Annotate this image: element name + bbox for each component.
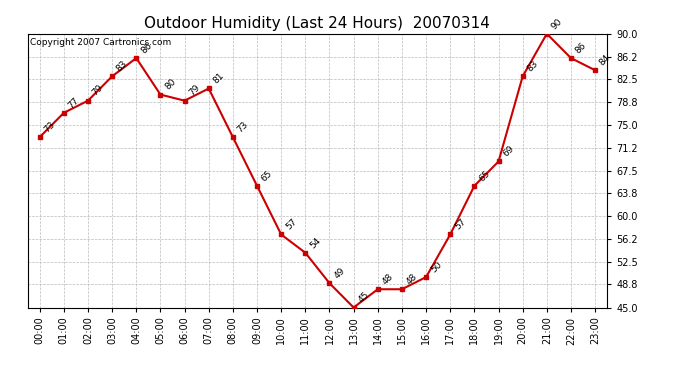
Text: 73: 73 xyxy=(236,120,250,134)
Text: 77: 77 xyxy=(67,96,81,110)
Text: 79: 79 xyxy=(188,83,202,98)
Text: 90: 90 xyxy=(550,16,564,31)
Text: 57: 57 xyxy=(284,217,299,232)
Text: 48: 48 xyxy=(381,272,395,286)
Text: 86: 86 xyxy=(574,41,589,55)
Text: 49: 49 xyxy=(333,266,346,280)
Text: 57: 57 xyxy=(453,217,468,232)
Text: 80: 80 xyxy=(164,77,178,92)
Text: Copyright 2007 Cartronics.com: Copyright 2007 Cartronics.com xyxy=(30,38,172,47)
Text: 81: 81 xyxy=(212,71,226,86)
Text: 86: 86 xyxy=(139,41,154,55)
Text: 50: 50 xyxy=(429,260,444,274)
Text: 45: 45 xyxy=(357,290,371,305)
Text: 65: 65 xyxy=(260,168,275,183)
Text: 84: 84 xyxy=(598,53,612,68)
Text: 69: 69 xyxy=(502,144,516,159)
Text: 48: 48 xyxy=(405,272,419,286)
Text: 65: 65 xyxy=(477,168,492,183)
Text: 83: 83 xyxy=(115,59,130,74)
Title: Outdoor Humidity (Last 24 Hours)  20070314: Outdoor Humidity (Last 24 Hours) 2007031… xyxy=(144,16,491,31)
Text: 79: 79 xyxy=(91,83,106,98)
Text: 83: 83 xyxy=(526,59,540,74)
Text: 54: 54 xyxy=(308,236,322,250)
Text: 73: 73 xyxy=(43,120,57,134)
